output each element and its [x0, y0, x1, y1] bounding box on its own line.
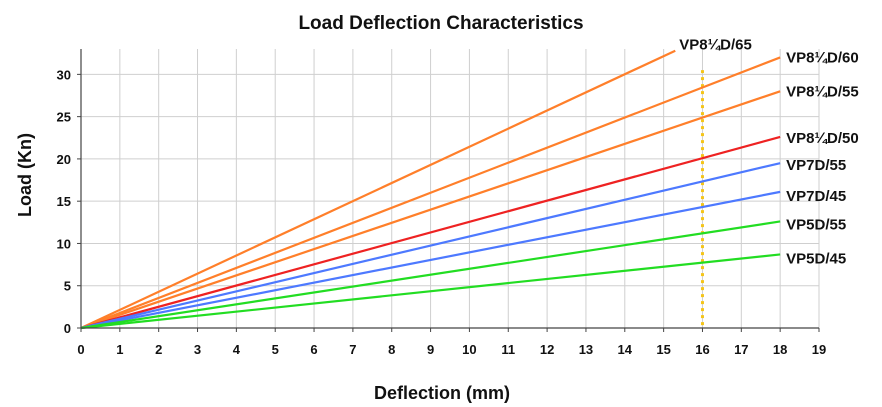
x-tick-label: 0: [77, 342, 84, 357]
y-axis-title: Load (Kn): [15, 133, 35, 217]
series-label: VP5D/55: [786, 216, 846, 233]
y-tick-labels: 0 5 10 15 20 25 30: [57, 67, 71, 336]
x-tick-label: 7: [349, 342, 356, 357]
y-tick-label: 20: [57, 152, 71, 167]
series-label: VP5D/45: [786, 250, 846, 267]
x-tick-label: 5: [272, 342, 279, 357]
x-tick-label: 14: [618, 342, 633, 357]
x-tick-label: 1: [116, 342, 123, 357]
x-tick-label: 15: [656, 342, 670, 357]
series-label: VP7D/55: [786, 157, 846, 174]
x-tick-label: 19: [812, 342, 826, 357]
x-tick-label: 9: [427, 342, 434, 357]
x-tick-label: 18: [773, 342, 787, 357]
series-label: VP8¼D/60: [786, 49, 859, 66]
x-tick-label: 2: [155, 342, 162, 357]
x-tick-label: 16: [695, 342, 709, 357]
x-tick-label: 13: [579, 342, 593, 357]
x-tick-label: 4: [233, 342, 241, 357]
x-tick-label: 3: [194, 342, 201, 357]
x-tick-label: 11: [501, 342, 515, 357]
series-label: VP7D/45: [786, 188, 846, 205]
x-tick-label: 6: [310, 342, 317, 357]
y-tick-label: 10: [57, 236, 71, 251]
x-tick-label: 12: [540, 342, 554, 357]
x-tick-label: 17: [734, 342, 748, 357]
y-tick-label: 30: [57, 67, 71, 82]
series-label: VP8¼D/50: [786, 130, 859, 147]
series-label: VP8¼D/55: [786, 83, 859, 100]
x-tick-label: 10: [462, 342, 476, 357]
y-tick-label: 5: [64, 279, 71, 294]
chart-title: Load Deflection Characteristics: [298, 13, 583, 34]
x-tick-labels: 0 1 2 3 4 5 6 7 8 9 10 11 12 13 14 15 16 17 18 19: [77, 342, 826, 357]
y-tick-label: 15: [57, 194, 71, 209]
y-tick-label: 0: [64, 321, 71, 336]
y-tick-label: 25: [57, 110, 71, 125]
series-label: VP8¼D/65: [679, 37, 752, 54]
x-tick-label: 8: [388, 342, 395, 357]
x-axis-title: Deflection (mm): [374, 383, 510, 403]
